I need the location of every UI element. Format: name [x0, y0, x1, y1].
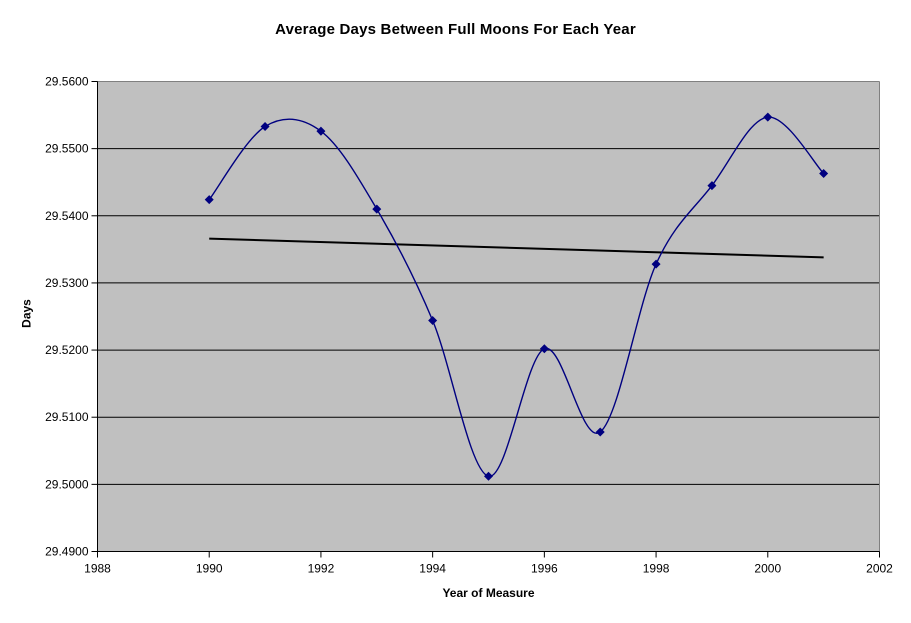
data-point-marker [707, 181, 717, 191]
data-point-marker [483, 471, 494, 481]
x-axis-title: Year of Measure [442, 586, 535, 600]
data-point-marker [372, 204, 382, 214]
data-point-marker [819, 168, 829, 178]
x-tick-label: 1998 [643, 562, 670, 576]
plot-background [97, 81, 880, 552]
data-point-marker [763, 112, 773, 122]
x-tick-label: 2000 [754, 562, 781, 576]
y-tick-label: 29.4900 [45, 545, 89, 559]
y-tick-label: 29.5300 [45, 276, 89, 290]
y-tick-label: 29.5600 [45, 75, 89, 89]
y-tick-label: 29.5000 [45, 477, 89, 491]
x-tick-label: 1994 [419, 562, 446, 576]
data-point-marker [204, 195, 214, 205]
data-point-marker [316, 126, 326, 136]
data-point-marker [651, 259, 661, 269]
data-point-marker [595, 427, 605, 437]
y-tick-label: 29.5400 [45, 209, 89, 223]
y-tick-label: 29.5500 [45, 142, 89, 156]
y-tick-label: 29.5200 [45, 343, 89, 357]
y-axis-title: Days [19, 299, 34, 328]
x-tick-label: 1996 [531, 562, 558, 576]
chart-title: Average Days Between Full Moons For Each… [275, 21, 636, 38]
x-tick-label: 1990 [196, 562, 223, 576]
data-point-marker [428, 316, 438, 326]
data-point-marker [539, 344, 549, 354]
x-tick-label: 1992 [308, 562, 335, 576]
data-point-marker [260, 121, 270, 131]
trendline [209, 237, 824, 259]
x-tick-label: 1988 [84, 562, 111, 576]
y-tick-label: 29.5100 [45, 410, 89, 424]
x-tick-label: 2002 [866, 562, 893, 576]
